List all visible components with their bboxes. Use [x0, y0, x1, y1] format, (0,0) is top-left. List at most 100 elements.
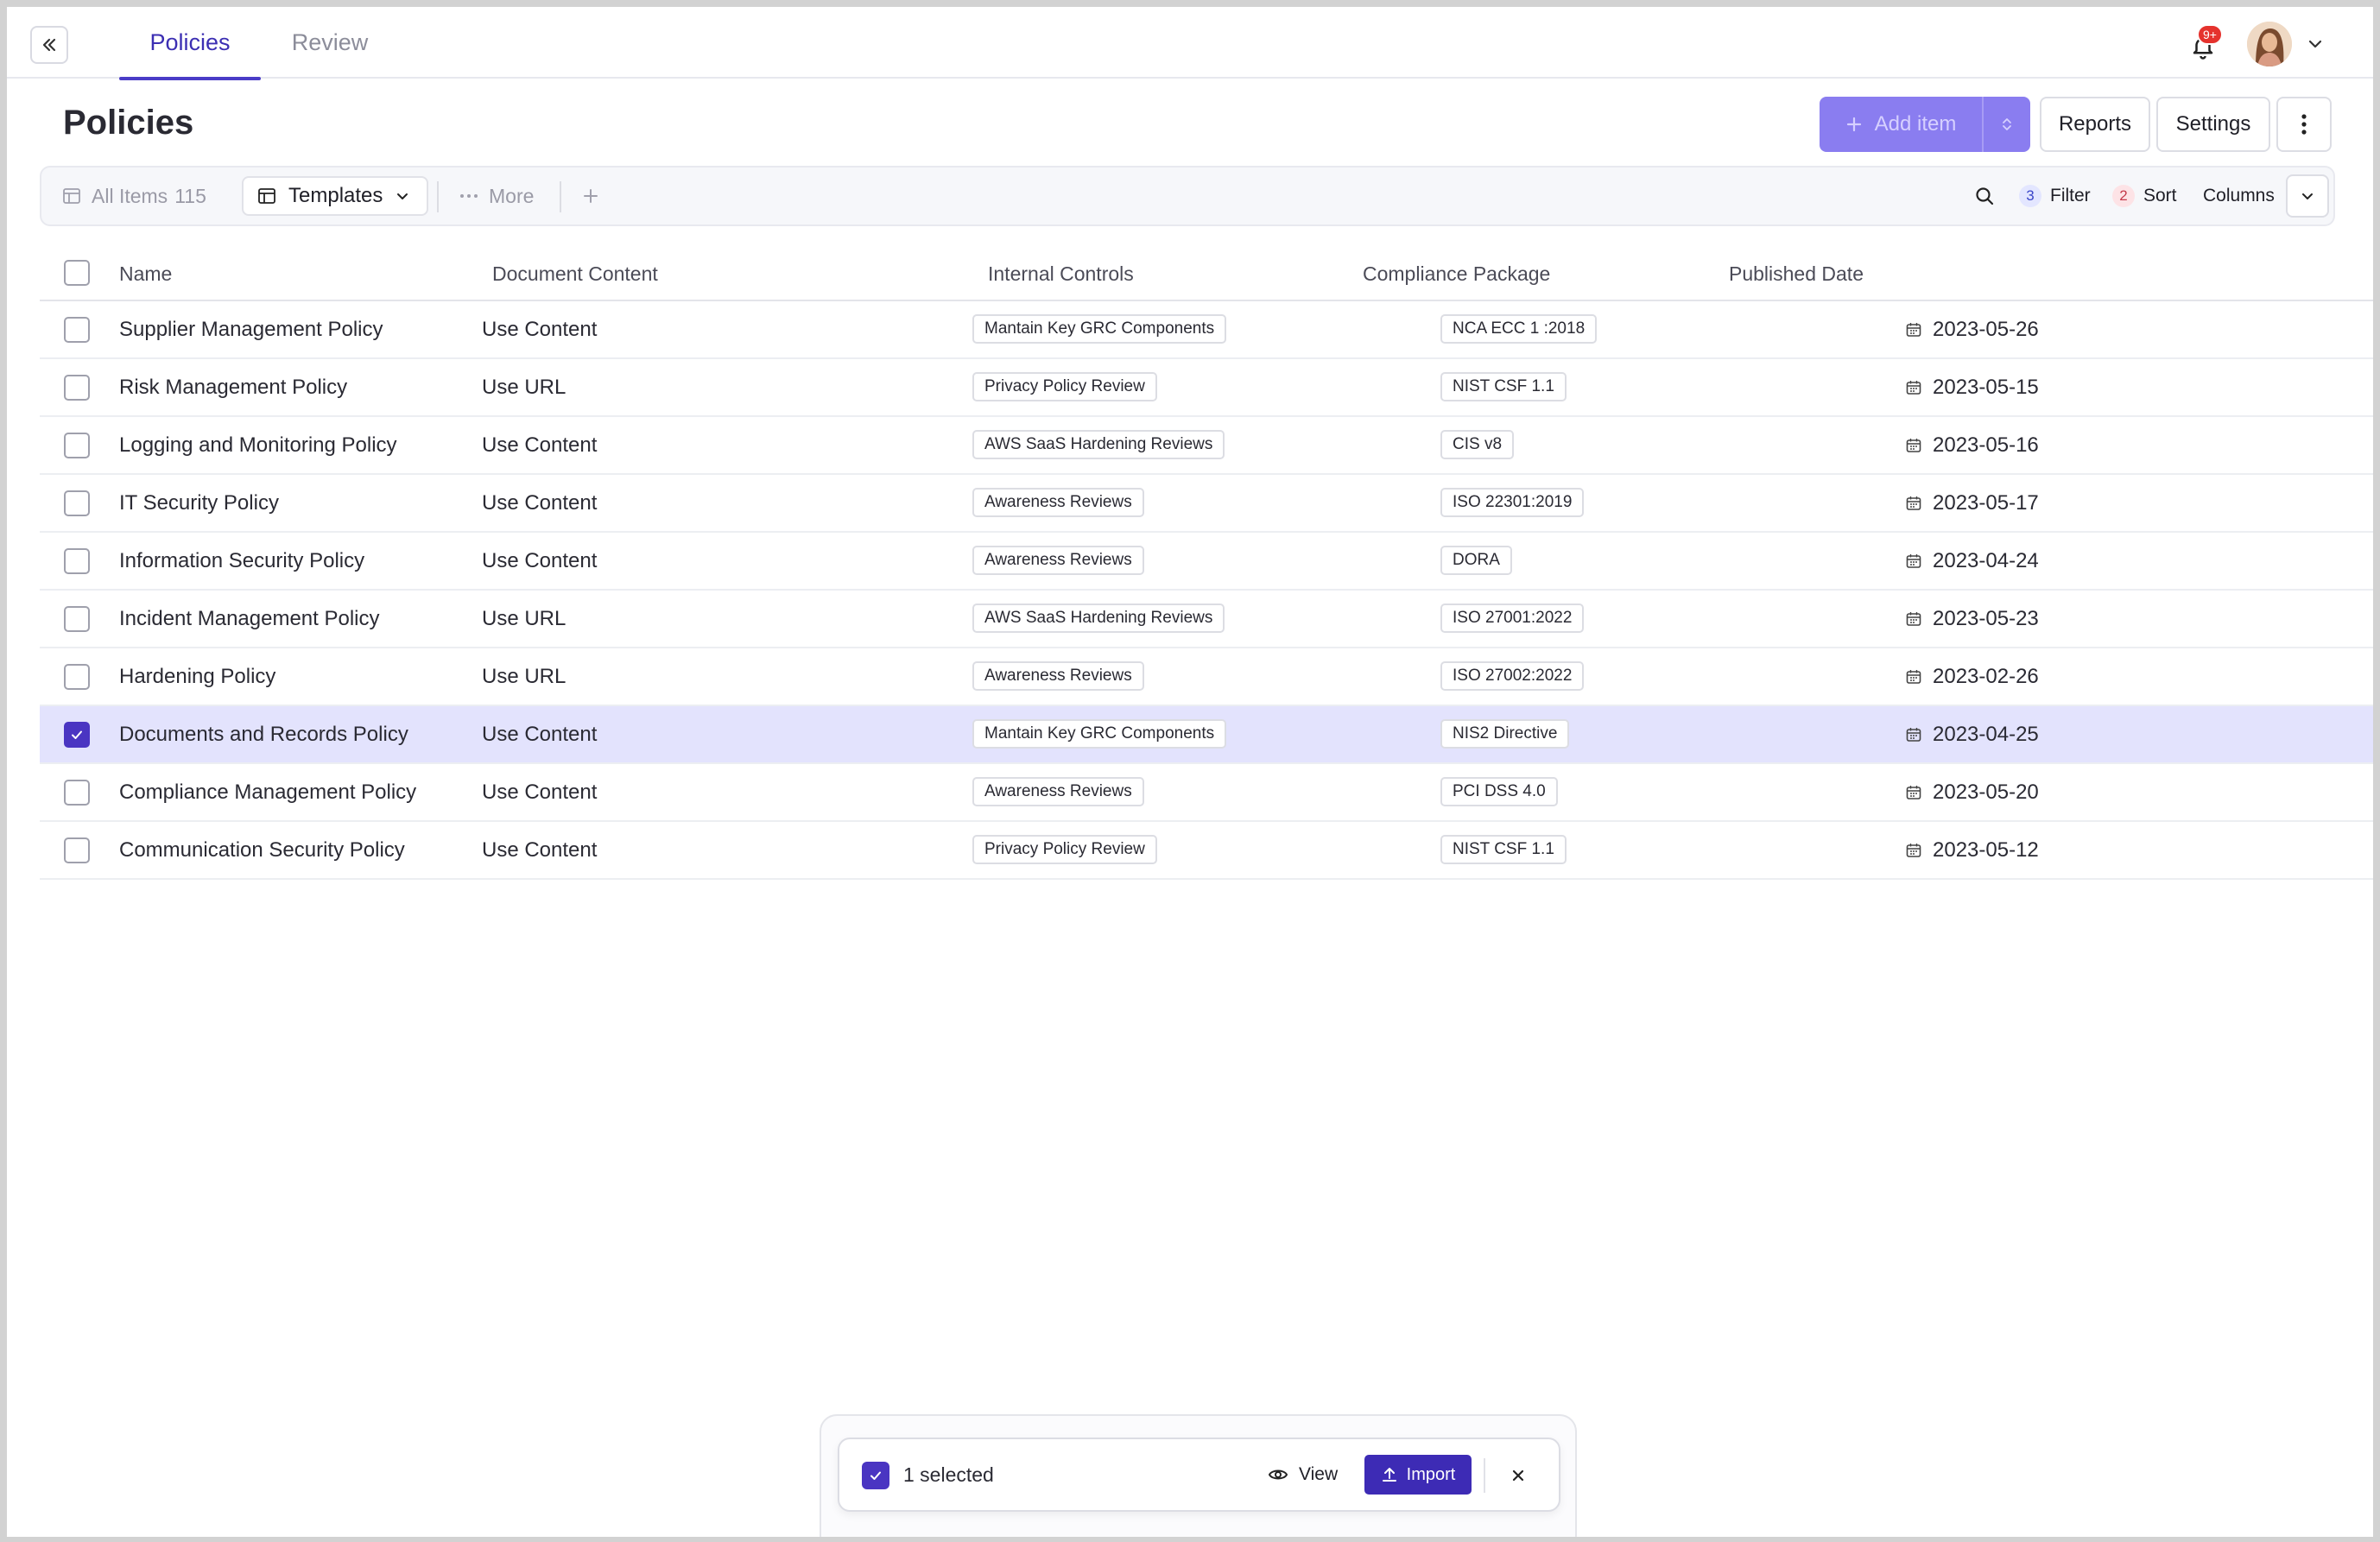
compliance-package-tag[interactable]: NIST CSF 1.1 — [1440, 372, 1567, 401]
row-name[interactable]: Incident Management Policy — [119, 606, 380, 630]
published-date-value: 2023-05-15 — [1933, 375, 2039, 399]
row-checkbox[interactable] — [64, 433, 90, 458]
table-row[interactable]: Logging and Monitoring Policy Use Content… — [40, 417, 2373, 475]
templates-view-dropdown[interactable]: Templates — [242, 176, 428, 216]
compliance-package-tag[interactable]: NCA ECC 1 :2018 — [1440, 314, 1598, 344]
table-row[interactable]: Documents and Records Policy Use Content M… — [40, 706, 2373, 764]
search-icon — [1976, 187, 1994, 205]
compliance-package-tag[interactable]: CIS v8 — [1440, 430, 1515, 459]
add-item-button[interactable]: Add item — [1820, 97, 2030, 152]
row-document-content: Use Content — [482, 490, 598, 515]
row-checkbox[interactable] — [64, 317, 90, 343]
add-item-main[interactable]: Add item — [1820, 112, 1982, 136]
search-button[interactable] — [1974, 167, 1995, 224]
table-row[interactable]: Information Security Policy Use Content Aw… — [40, 533, 2373, 591]
table-row[interactable]: Compliance Management Policy Use Content A… — [40, 764, 2373, 822]
sort-button[interactable]: 2 Sort — [2112, 167, 2177, 224]
row-document-content: Use Content — [482, 722, 598, 746]
table-row[interactable]: Hardening Policy Use URL Awareness Reviews… — [40, 648, 2373, 706]
tab-policies[interactable]: Policies — [119, 7, 261, 80]
compliance-package-tag[interactable]: PCI DSS 4.0 — [1440, 777, 1558, 806]
published-date-value: 2023-04-25 — [1933, 722, 2039, 746]
compliance-package-tag[interactable]: DORA — [1440, 546, 1512, 575]
calendar-icon — [1906, 843, 1921, 857]
settings-button[interactable]: Settings — [2156, 97, 2270, 152]
compliance-package-tag[interactable]: NIS2 Directive — [1440, 719, 1570, 749]
row-published-date: 2023-04-24 — [1905, 533, 2039, 589]
column-header-compliance-package[interactable]: Compliance Package — [1363, 262, 1551, 285]
internal-control-tag[interactable]: Awareness Reviews — [972, 777, 1144, 806]
row-name[interactable]: Information Security Policy — [119, 548, 365, 572]
compliance-package-tag[interactable]: NIST CSF 1.1 — [1440, 835, 1567, 864]
row-checkbox[interactable] — [64, 375, 90, 401]
internal-control-tag[interactable]: AWS SaaS Hardening Reviews — [972, 430, 1225, 459]
row-name[interactable]: Hardening Policy — [119, 664, 276, 688]
select-all-checkbox[interactable] — [64, 260, 90, 286]
row-checkbox[interactable] — [64, 837, 90, 863]
row-checkbox[interactable] — [64, 780, 90, 806]
internal-control-tag[interactable]: Privacy Policy Review — [972, 372, 1157, 401]
published-date-value: 2023-02-26 — [1933, 664, 2039, 688]
internal-control-tag[interactable]: Mantain Key GRC Components — [972, 314, 1227, 344]
row-published-date: 2023-02-26 — [1905, 648, 2039, 705]
table-row[interactable]: Incident Management Policy Use URL AWS Saa… — [40, 591, 2373, 648]
calendar-icon — [1906, 380, 1921, 395]
row-name[interactable]: Supplier Management Policy — [119, 317, 383, 341]
row-name[interactable]: Logging and Monitoring Policy — [119, 433, 397, 457]
row-name[interactable]: Documents and Records Policy — [119, 722, 408, 746]
chevron-up-down-icon — [2003, 118, 2011, 130]
app-window: Policies Review 9+ Policies Add item — [7, 7, 2373, 1537]
table-row[interactable]: Supplier Management Policy Use Content Man… — [40, 301, 2373, 359]
row-name[interactable]: Risk Management Policy — [119, 375, 348, 399]
columns-dropdown-button[interactable] — [2286, 174, 2329, 218]
row-checkbox[interactable] — [64, 548, 90, 574]
column-header-published-date[interactable]: Published Date — [1729, 262, 1864, 285]
compliance-package-tag[interactable]: ISO 27002:2022 — [1440, 661, 1585, 691]
all-items-view[interactable]: All Items 115 — [62, 167, 206, 224]
add-view-button[interactable] — [582, 167, 599, 224]
view-button[interactable]: View — [1268, 1439, 1338, 1510]
row-checkbox[interactable] — [64, 722, 90, 748]
column-header-internal-controls[interactable]: Internal Controls — [988, 262, 1134, 285]
avatar[interactable] — [2247, 22, 2292, 66]
table-row[interactable]: Risk Management Policy Use URL Privacy Pol… — [40, 359, 2373, 417]
row-published-date: 2023-04-25 — [1905, 706, 2039, 762]
row-name[interactable]: Compliance Management Policy — [119, 780, 417, 804]
selection-checkbox[interactable] — [862, 1462, 889, 1489]
internal-control-tag[interactable]: Awareness Reviews — [972, 546, 1144, 575]
internal-control-tag[interactable]: Privacy Policy Review — [972, 835, 1157, 864]
compliance-package-tag[interactable]: ISO 22301:2019 — [1440, 488, 1585, 517]
add-item-options-button[interactable] — [1982, 97, 2030, 152]
internal-control-tag[interactable]: AWS SaaS Hardening Reviews — [972, 604, 1225, 633]
import-button[interactable]: Import — [1364, 1455, 1472, 1495]
compliance-package-tag[interactable]: ISO 27001:2022 — [1440, 604, 1585, 633]
reports-button[interactable]: Reports — [2040, 97, 2150, 152]
tab-review[interactable]: Review — [261, 7, 399, 79]
column-header-name[interactable]: Name — [119, 262, 173, 285]
internal-control-tag[interactable]: Mantain Key GRC Components — [972, 719, 1227, 749]
columns-button[interactable]: Columns — [2203, 167, 2275, 224]
calendar-icon — [1906, 322, 1921, 337]
avatar-image — [2247, 22, 2292, 66]
column-header-document-content[interactable]: Document Content — [492, 262, 658, 285]
row-checkbox[interactable] — [64, 490, 90, 516]
eye-icon — [1269, 1469, 1288, 1480]
settings-label: Settings — [2175, 112, 2251, 136]
clear-selection-button[interactable] — [1499, 1457, 1537, 1495]
more-views-button[interactable]: More — [459, 167, 534, 224]
account-menu-button[interactable] — [2304, 33, 2326, 55]
more-options-button[interactable] — [2276, 97, 2332, 152]
row-document-content: Use Content — [482, 837, 598, 862]
table-row[interactable]: Communication Security Policy Use Content… — [40, 822, 2373, 880]
row-checkbox[interactable] — [64, 606, 90, 632]
filter-button[interactable]: 3 Filter — [2019, 167, 2091, 224]
collapse-sidebar-button[interactable] — [30, 26, 68, 64]
row-checkbox[interactable] — [64, 664, 90, 690]
internal-control-tag[interactable]: Awareness Reviews — [972, 661, 1144, 691]
row-name[interactable]: Communication Security Policy — [119, 837, 405, 862]
selection-bar: 1 selected View Import — [838, 1438, 1560, 1512]
published-date-value: 2023-05-23 — [1933, 606, 2039, 630]
table-row[interactable]: IT Security Policy Use Content Awareness R… — [40, 475, 2373, 533]
row-name[interactable]: IT Security Policy — [119, 490, 279, 515]
internal-control-tag[interactable]: Awareness Reviews — [972, 488, 1144, 517]
